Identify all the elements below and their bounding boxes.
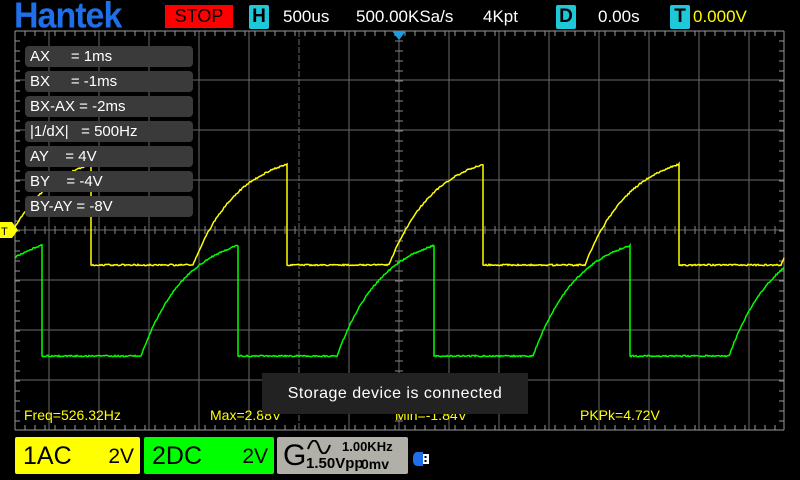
channel1-scale: 2V [108, 445, 134, 469]
generator-button[interactable]: G 1.00KHz 1.50Vpp 0mv [277, 437, 408, 474]
channel2-scale: 2V [242, 445, 268, 469]
cursor-readout-row: BY-AY = -8V [25, 196, 193, 217]
sine-icon [307, 440, 331, 454]
channel2-button[interactable]: 2DC 2V [144, 437, 274, 474]
cursor-readout-row: BY = -4V [25, 171, 193, 192]
channel1-button[interactable]: 1AC 2V [15, 437, 140, 474]
generator-label: G [283, 439, 306, 473]
usb-storage-icon [412, 451, 430, 467]
channel2-name: 2DC [152, 442, 202, 471]
measurement-freq: Freq=526.32Hz [24, 407, 121, 423]
cursor-readout-row: |1/dX| = 500Hz [25, 121, 193, 142]
trigger-marker-label: T [1, 226, 8, 238]
trigger-position-marker[interactable] [392, 31, 406, 40]
cursor-readout-row: BX = -1ms [25, 71, 193, 92]
storage-connected-toast: Storage device is connected [262, 373, 528, 414]
generator-frequency: 1.00KHz [342, 439, 393, 454]
cursor-readout-row: BX-AX = -2ms [25, 96, 193, 117]
channel1-name: 1AC [23, 442, 72, 471]
measurement-pkpk: PKPk=4.72V [580, 407, 660, 423]
generator-offset: 0mv [361, 456, 389, 472]
generator-amplitude: 1.50Vpp [306, 455, 364, 472]
cursor-readout-row: AY = 4V [25, 146, 193, 167]
cursor-readout-row: AX = 1ms [25, 46, 193, 67]
